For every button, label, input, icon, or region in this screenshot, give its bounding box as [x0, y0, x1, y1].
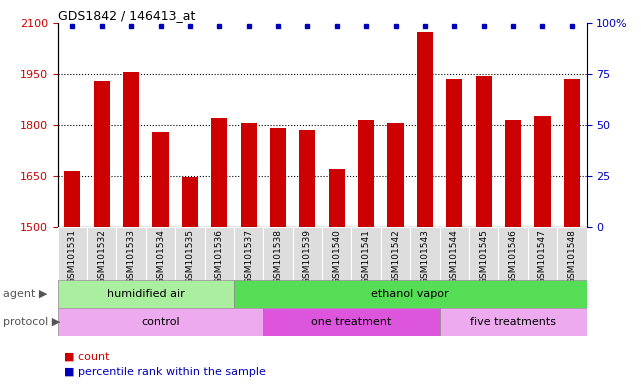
Bar — [94, 81, 110, 227]
Text: ■ count: ■ count — [64, 352, 110, 362]
Bar — [234, 227, 263, 280]
Bar — [204, 227, 234, 280]
Bar — [211, 118, 228, 227]
Bar — [263, 308, 440, 336]
Bar — [329, 169, 345, 227]
Text: GSM101542: GSM101542 — [391, 229, 400, 284]
Text: GSM101539: GSM101539 — [303, 229, 312, 284]
Text: GSM101538: GSM101538 — [274, 229, 283, 284]
Text: GSM101547: GSM101547 — [538, 229, 547, 284]
Text: GDS1842 / 146413_at: GDS1842 / 146413_at — [58, 9, 195, 22]
Bar — [182, 177, 198, 227]
Bar — [469, 227, 499, 280]
Bar — [87, 227, 117, 280]
Text: ■ percentile rank within the sample: ■ percentile rank within the sample — [64, 367, 266, 377]
Text: GSM101545: GSM101545 — [479, 229, 488, 284]
Text: agent ▶: agent ▶ — [3, 289, 47, 299]
Text: GSM101531: GSM101531 — [68, 229, 77, 284]
Text: GSM101533: GSM101533 — [127, 229, 136, 284]
Bar — [528, 227, 557, 280]
Text: GSM101534: GSM101534 — [156, 229, 165, 284]
Bar — [557, 227, 587, 280]
Bar — [440, 227, 469, 280]
Bar — [381, 227, 410, 280]
Text: GSM101537: GSM101537 — [244, 229, 253, 284]
Bar — [410, 227, 440, 280]
Bar — [351, 227, 381, 280]
Text: ethanol vapor: ethanol vapor — [371, 289, 449, 299]
Bar — [417, 31, 433, 227]
Text: GSM101540: GSM101540 — [332, 229, 341, 284]
Bar — [175, 227, 204, 280]
Bar — [64, 170, 81, 227]
Bar — [58, 308, 263, 336]
Bar — [322, 227, 351, 280]
Text: five treatments: five treatments — [470, 317, 556, 327]
Bar — [58, 227, 87, 280]
Text: GSM101541: GSM101541 — [362, 229, 370, 284]
Text: GSM101543: GSM101543 — [420, 229, 429, 284]
Bar — [146, 227, 175, 280]
Text: GSM101535: GSM101535 — [185, 229, 194, 284]
Bar — [563, 79, 580, 227]
Text: GSM101536: GSM101536 — [215, 229, 224, 284]
Bar — [499, 227, 528, 280]
Bar — [358, 120, 374, 227]
Bar — [58, 280, 234, 308]
Bar — [440, 308, 587, 336]
Text: control: control — [141, 317, 180, 327]
Bar — [299, 130, 315, 227]
Bar — [476, 76, 492, 227]
Bar — [535, 116, 551, 227]
Text: GSM101546: GSM101546 — [508, 229, 517, 284]
Bar — [117, 227, 146, 280]
Bar — [270, 128, 286, 227]
Bar — [123, 72, 139, 227]
Bar — [234, 280, 587, 308]
Text: GSM101544: GSM101544 — [450, 229, 459, 284]
Text: GSM101548: GSM101548 — [567, 229, 576, 284]
Bar — [505, 120, 521, 227]
Text: one treatment: one treatment — [312, 317, 392, 327]
Text: protocol ▶: protocol ▶ — [3, 317, 60, 327]
Text: humidified air: humidified air — [107, 289, 185, 299]
Bar — [293, 227, 322, 280]
Bar — [153, 132, 169, 227]
Bar — [240, 123, 257, 227]
Bar — [263, 227, 293, 280]
Text: GSM101532: GSM101532 — [97, 229, 106, 284]
Bar — [446, 79, 462, 227]
Bar — [387, 123, 404, 227]
